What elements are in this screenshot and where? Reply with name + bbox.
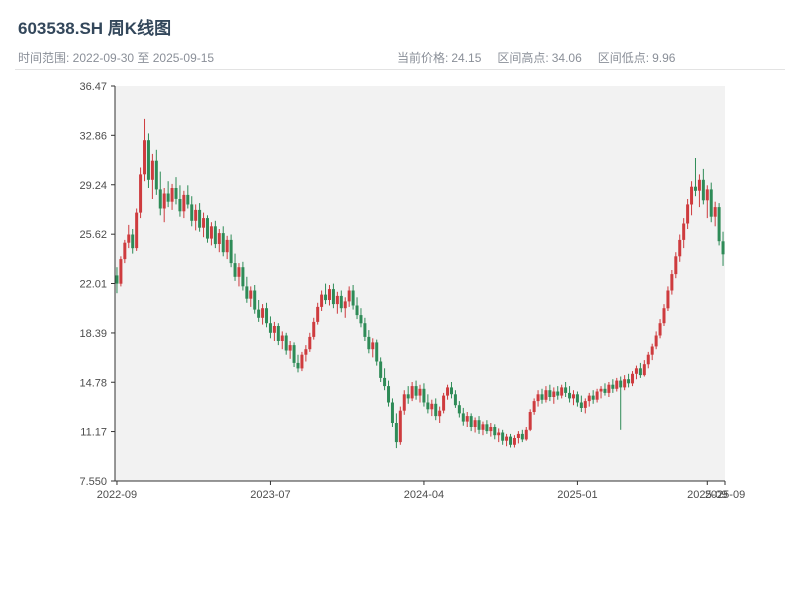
page-title: 603538.SH 周K线图 [18,19,172,38]
current-price-stat: 当前价格: 24.15 [397,49,481,66]
svg-text:2024-04: 2024-04 [404,489,444,501]
range-high-stat: 区间高点: 34.06 [497,49,581,66]
date-range-label: 时间范围: 2022-09-30 至 2025-09-15 [18,51,215,65]
range-low-label: 区间低点: [597,51,650,65]
svg-text:11.17: 11.17 [80,427,107,439]
svg-text:2025-01: 2025-01 [557,489,597,501]
range-low-stat: 区间低点: 9.96 [598,49,676,66]
chart-header: 603538.SH 周K线图 时间范围: 2022-09-30 至 2025-0… [15,0,785,70]
svg-text:2022-09: 2022-09 [97,489,137,501]
meta-row: 时间范围: 2022-09-30 至 2025-09-15 当前价格: 24.15… [15,47,785,70]
current-price-value: 24.15 [451,51,482,65]
svg-text:2023-07: 2023-07 [250,489,290,501]
svg-text:2025-09: 2025-09 [705,489,745,501]
range-low-value: 9.96 [652,51,676,65]
stats-group: 当前价格: 24.15 区间高点: 34.06 区间低点: 9.96 [397,49,675,66]
svg-text:18.39: 18.39 [79,328,107,340]
svg-text:2025-09: 2025-09 [687,489,727,501]
range-high-label: 区间高点: [497,51,549,65]
range-high-value: 34.06 [551,51,582,65]
svg-text:29.24: 29.24 [79,180,107,192]
svg-text:7.550: 7.550 [79,476,107,488]
current-price-label: 当前价格: [397,51,449,65]
svg-text:36.47: 36.47 [79,81,107,93]
svg-text:22.01: 22.01 [79,279,107,291]
svg-text:25.62: 25.62 [79,229,107,241]
svg-text:32.86: 32.86 [79,130,107,142]
svg-text:14.78: 14.78 [79,377,107,389]
